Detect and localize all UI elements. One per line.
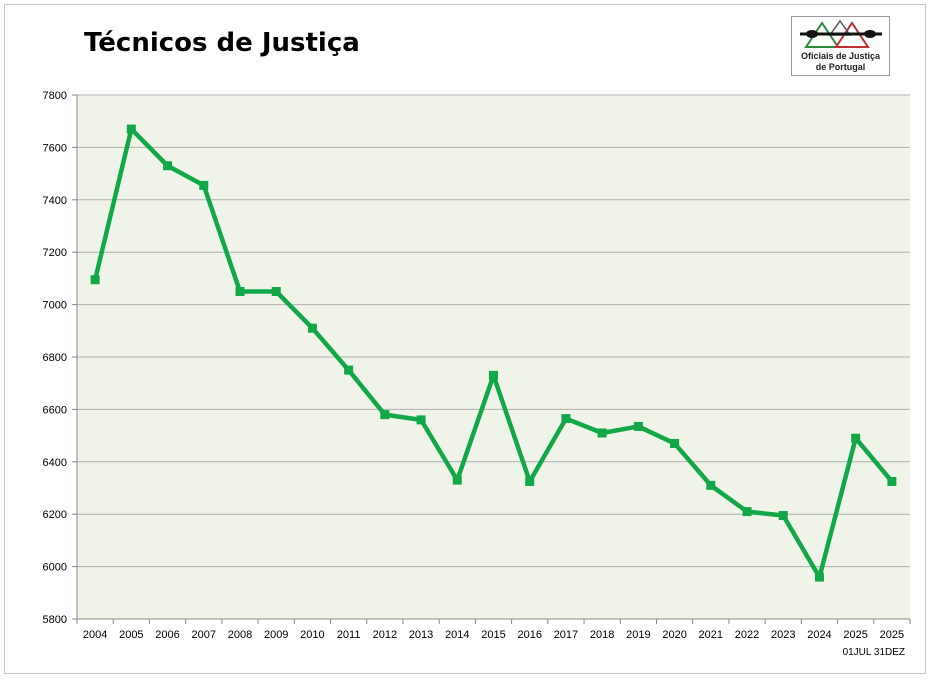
logo: Oficiais de Justiça de Portugal	[791, 16, 890, 76]
data-point	[199, 180, 209, 190]
data-point	[344, 365, 354, 375]
x-tick-label: 2021	[699, 629, 723, 641]
y-tick-label: 6200	[43, 509, 67, 521]
x-tick-label: 2008	[228, 629, 252, 641]
data-point	[525, 476, 535, 486]
data-point	[452, 475, 462, 485]
x-tick-label: 2012	[373, 629, 397, 641]
logo-text-line1: Oficiais de Justiça	[800, 51, 881, 61]
data-point	[851, 433, 861, 443]
data-point	[814, 572, 824, 582]
x-tick-sublabel: 01JUL 31DEZ	[843, 647, 905, 658]
y-tick-label: 6800	[43, 352, 67, 364]
x-tick-label: 2024	[807, 629, 831, 641]
x-tick-label: 2019	[626, 629, 650, 641]
data-point	[235, 287, 245, 296]
data-point	[742, 507, 752, 517]
data-point	[706, 480, 716, 490]
x-tick-label: 2015	[481, 629, 505, 641]
x-tick-label: 2004	[83, 629, 107, 641]
y-tick-label: 5800	[43, 614, 67, 626]
x-tick-label: 2011	[337, 629, 361, 641]
x-tick-label: 2009	[264, 629, 288, 641]
data-point	[90, 275, 100, 285]
x-tick-label: 2010	[300, 629, 324, 641]
data-point	[489, 370, 498, 380]
chart-title: Técnicos de Justiça	[84, 28, 360, 58]
y-tick-label: 6400	[43, 457, 67, 469]
data-point	[887, 476, 897, 486]
y-tick-label: 6000	[43, 562, 67, 574]
x-tick-label: 2023	[771, 629, 795, 641]
y-tick-label: 7600	[43, 142, 67, 154]
data-point	[163, 161, 173, 171]
logo-emblem-icon	[800, 19, 882, 48]
logo-text-line2: de Portugal	[815, 62, 866, 72]
data-point	[670, 438, 680, 448]
data-point	[307, 323, 317, 333]
data-point	[633, 421, 643, 431]
x-tick-label: 2014	[445, 629, 469, 641]
x-tick-label: 2018	[590, 629, 614, 641]
data-point	[126, 124, 136, 134]
x-tick-label: 2016	[517, 629, 541, 641]
x-tick-label: 2022	[735, 629, 759, 641]
y-tick-label: 7800	[43, 90, 67, 102]
x-tick-label: 2025	[880, 629, 904, 641]
y-tick-label: 6600	[43, 404, 67, 416]
x-tick-label: 2005	[119, 629, 143, 641]
data-point	[416, 415, 426, 425]
x-tick-label: 2017	[554, 629, 578, 641]
x-tick-label: 2020	[662, 629, 686, 641]
y-tick-label: 7200	[43, 247, 67, 259]
x-tick-label: 2013	[409, 629, 433, 641]
data-point	[778, 511, 788, 521]
x-tick-label: 2025	[843, 629, 867, 641]
data-point	[561, 414, 571, 424]
data-point	[380, 410, 390, 420]
x-tick-label: 2006	[155, 629, 179, 641]
y-tick-label: 7000	[43, 300, 67, 312]
y-tick-label: 7400	[43, 195, 67, 207]
data-point	[597, 428, 607, 438]
data-point	[271, 287, 281, 296]
x-tick-label: 2007	[192, 629, 216, 641]
